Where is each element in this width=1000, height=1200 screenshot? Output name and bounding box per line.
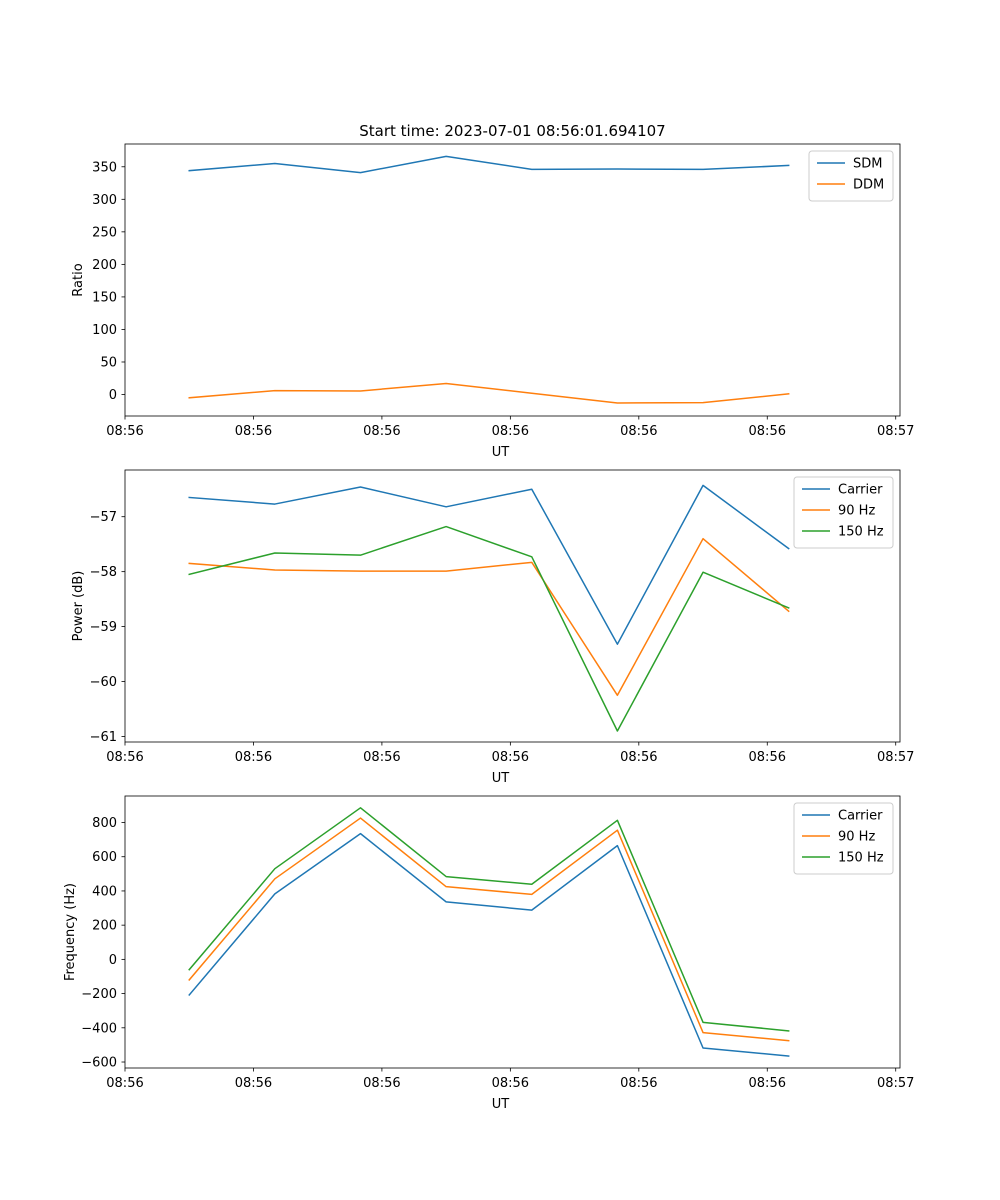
legend-label: Carrier xyxy=(838,809,883,824)
legend-label: 150 Hz xyxy=(838,851,884,866)
series-line-sdm xyxy=(188,155,790,174)
x-tick-label: 08:56 xyxy=(620,424,657,439)
legend-label: 90 Hz xyxy=(838,504,875,519)
x-tick-label: 08:56 xyxy=(106,750,143,765)
x-tick-label: 08:56 xyxy=(749,424,786,439)
y-tick-label: 0 xyxy=(109,388,117,403)
series-line-150-hz xyxy=(188,525,790,732)
series-line-150-hz xyxy=(188,807,790,1032)
y-axis-label: Power (dB) xyxy=(71,571,86,642)
y-tick-label: −58 xyxy=(90,565,117,580)
axes-frame xyxy=(124,143,901,417)
x-tick-label: 08:56 xyxy=(492,750,529,765)
series-line-carrier xyxy=(188,832,790,1057)
y-axis-label: Ratio xyxy=(71,263,86,296)
y-tick-label: −60 xyxy=(90,675,117,690)
x-tick-label: 08:56 xyxy=(363,424,400,439)
y-tick-label: 150 xyxy=(92,290,117,305)
y-tick-label: 200 xyxy=(92,258,117,273)
x-tick-label: 08:56 xyxy=(492,424,529,439)
y-tick-label: 400 xyxy=(92,884,117,899)
plots: 08:56 08:56 08:56 08:56 08:56 08:56 08:57 UT 0 50… xyxy=(63,143,914,1112)
legend-label: 150 Hz xyxy=(838,525,884,540)
x-axis-label: UT xyxy=(492,771,510,786)
plot-panel-1: 08:56 08:56 08:56 08:56 08:56 08:56 08:57 UT 0 50… xyxy=(71,143,914,460)
legend: Carrier 90 Hz 150 Hz xyxy=(793,476,894,549)
y-tick-label: −59 xyxy=(90,620,117,635)
y-tick-label: −400 xyxy=(81,1021,117,1036)
plot-panel-2: 08:56 08:56 08:56 08:56 08:56 08:56 08:57 UT −61… xyxy=(71,469,914,786)
y-tick-label: 0 xyxy=(109,953,117,968)
y-tick-label: 600 xyxy=(92,850,117,865)
legend: Carrier 90 Hz 150 Hz xyxy=(793,802,894,875)
y-tick-label: −61 xyxy=(90,730,117,745)
y-tick-label: 50 xyxy=(100,355,117,370)
x-tick-label: 08:56 xyxy=(106,424,143,439)
x-tick-label: 08:57 xyxy=(877,750,914,765)
x-tick-label: 08:56 xyxy=(106,1076,143,1091)
axes-frame xyxy=(124,795,901,1069)
legend-label: DDM xyxy=(853,178,884,193)
series-line-carrier xyxy=(188,484,790,645)
x-tick-label: 08:56 xyxy=(492,1076,529,1091)
x-tick-label: 08:56 xyxy=(363,1076,400,1091)
x-tick-label: 08:56 xyxy=(363,750,400,765)
x-tick-label: 08:56 xyxy=(620,750,657,765)
series-line-90-hz xyxy=(188,537,790,697)
x-tick-label: 08:57 xyxy=(877,424,914,439)
y-tick-label: −200 xyxy=(81,987,117,1002)
y-tick-label: −57 xyxy=(90,510,117,525)
legend-label: Carrier xyxy=(838,483,883,498)
x-axis-label: UT xyxy=(492,1097,510,1112)
plot-panel-3: 08:56 08:56 08:56 08:56 08:56 08:56 08:57 UT −60… xyxy=(63,795,914,1112)
x-tick-label: 08:56 xyxy=(235,1076,272,1091)
y-tick-label: 100 xyxy=(92,323,117,338)
x-tick-label: 08:56 xyxy=(749,1076,786,1091)
x-tick-label: 08:57 xyxy=(877,1076,914,1091)
y-tick-label: 250 xyxy=(92,225,117,240)
y-tick-label: 200 xyxy=(92,919,117,934)
x-axis-label: UT xyxy=(492,445,510,460)
y-tick-label: −600 xyxy=(81,1056,117,1071)
y-tick-label: 350 xyxy=(92,160,117,175)
x-tick-label: 08:56 xyxy=(620,1076,657,1091)
x-tick-label: 08:56 xyxy=(235,750,272,765)
chart-title: Start time: 2023-07-01 08:56:01.694107 xyxy=(359,122,665,140)
legend-label: 90 Hz xyxy=(838,830,875,845)
series-line-ddm xyxy=(188,382,790,404)
x-tick-label: 08:56 xyxy=(235,424,272,439)
y-tick-label: 300 xyxy=(92,193,117,208)
legend-label: SDM xyxy=(853,157,882,172)
legend: SDM DDM xyxy=(808,150,894,202)
axes-frame xyxy=(124,469,901,743)
x-tick-label: 08:56 xyxy=(749,750,786,765)
y-axis-label: Frequency (Hz) xyxy=(63,883,78,981)
series-line-90-hz xyxy=(188,817,790,1042)
y-tick-label: 800 xyxy=(92,816,117,831)
